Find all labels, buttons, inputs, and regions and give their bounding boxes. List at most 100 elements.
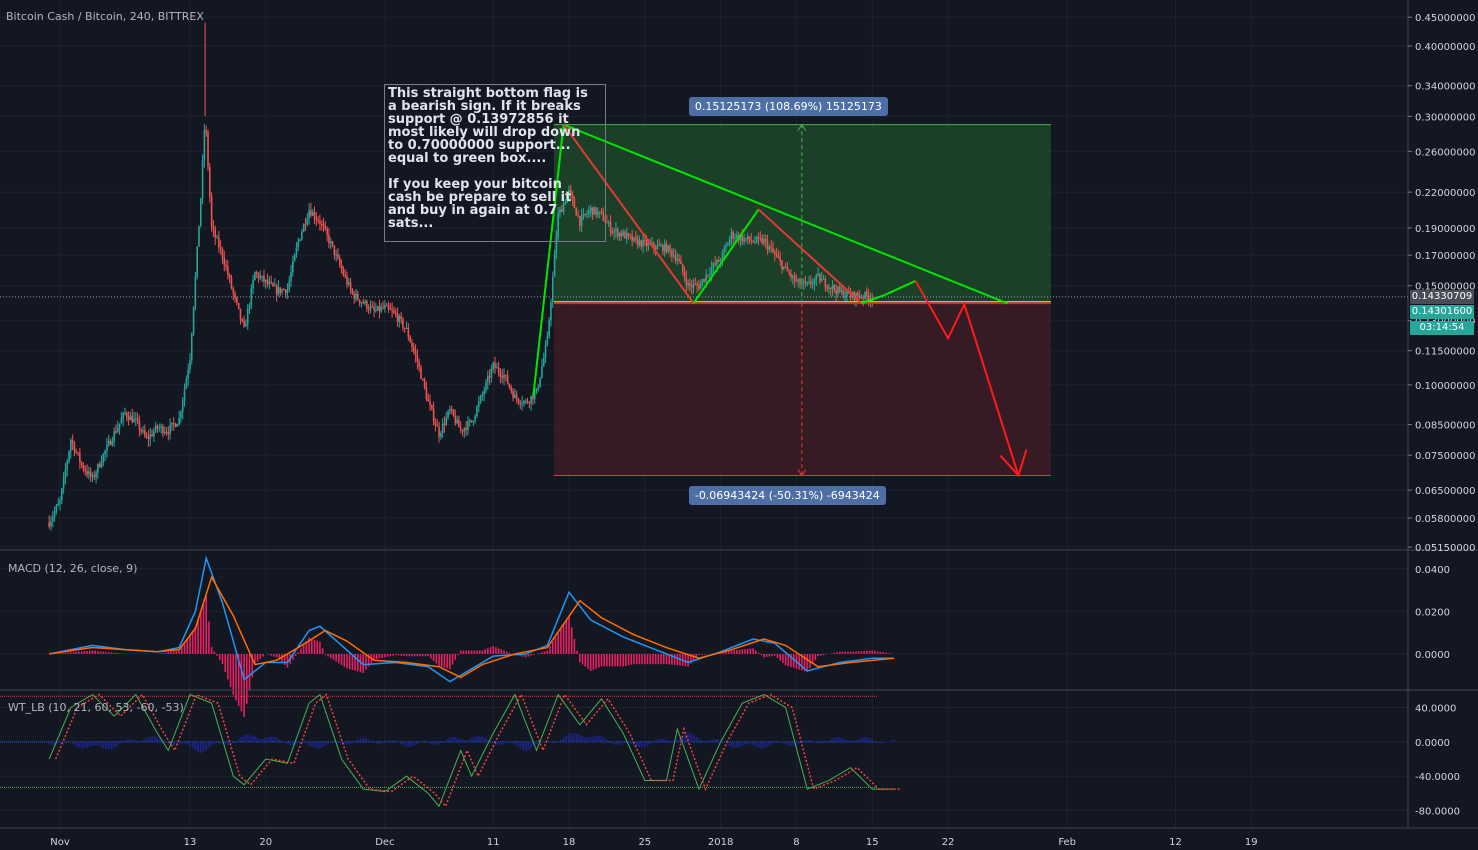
x-tick-label: 15 <box>866 837 879 848</box>
candle-body <box>840 290 843 292</box>
candle-body <box>48 522 50 527</box>
candle-body <box>250 288 253 305</box>
macd-tick-label: 0.0200 <box>1415 607 1450 618</box>
price-candles[interactable] <box>48 22 874 531</box>
annotation-note[interactable]: This straight bottom flag is a bearish s… <box>384 84 606 242</box>
candle-body <box>829 287 832 290</box>
candle-body <box>288 280 291 290</box>
candle-body <box>678 259 680 261</box>
candle-body <box>526 400 529 403</box>
candle-body <box>221 248 224 258</box>
candle-body <box>606 222 608 224</box>
chart-title: Bitcoin Cash / Bitcoin, 240, BITTREX <box>6 10 204 23</box>
candle-body <box>499 372 502 377</box>
candle-body <box>857 293 859 297</box>
candle-body <box>234 293 236 298</box>
candle-body <box>371 306 374 308</box>
candle-body <box>338 258 341 266</box>
candle-body <box>115 431 117 433</box>
candle-body <box>227 266 229 276</box>
candle-body <box>129 415 132 420</box>
candle-body <box>521 403 523 405</box>
candle-body <box>149 434 152 440</box>
candle-body <box>95 472 97 478</box>
candle-body <box>210 196 213 227</box>
candle-body <box>59 500 61 504</box>
y-tick-label: 0.05800000 <box>1415 514 1475 525</box>
candle-body <box>310 210 312 216</box>
candle-body <box>98 463 101 467</box>
candle-body <box>644 239 646 241</box>
candle-body <box>589 207 592 211</box>
candle-body <box>326 228 328 235</box>
candle-body <box>792 275 794 278</box>
candle-body <box>826 287 828 289</box>
candle-body <box>411 342 413 348</box>
candle-body <box>158 427 161 429</box>
candle-body <box>788 271 791 274</box>
candle-body <box>772 247 774 253</box>
candle-body <box>71 440 74 444</box>
candle-body <box>216 237 218 239</box>
candle-body <box>479 396 482 402</box>
candle-body <box>692 283 695 288</box>
candle-body <box>425 387 428 399</box>
candle-body <box>153 431 155 437</box>
candle-body <box>476 406 478 417</box>
candle-body <box>746 236 749 239</box>
candle-body <box>801 283 803 285</box>
candle-body <box>302 224 305 232</box>
candle-body <box>555 237 558 255</box>
candle-body <box>645 240 648 246</box>
candle-body <box>212 226 215 230</box>
candle-body <box>671 250 673 256</box>
candle-body <box>84 469 87 472</box>
candle-body <box>447 411 449 418</box>
candle-body <box>449 408 451 412</box>
candle-body <box>214 229 217 238</box>
candle-body <box>198 225 200 247</box>
candle-body <box>387 305 390 309</box>
candle-body <box>580 215 583 226</box>
candle-body <box>102 454 105 463</box>
y-tick-label: 0.11500000 <box>1415 347 1475 358</box>
candle-body <box>351 289 354 294</box>
candle-body <box>611 232 614 234</box>
candle-body <box>532 396 534 400</box>
flag-upper-trendline <box>563 123 1008 305</box>
candle-body <box>808 281 810 283</box>
candle-body <box>290 272 292 281</box>
candle-body <box>844 296 846 298</box>
candle-body <box>194 276 197 307</box>
candle-body <box>716 259 718 265</box>
candle-body <box>474 416 476 421</box>
candle-body <box>741 235 744 242</box>
candle-body <box>463 428 466 432</box>
candle-body <box>616 229 619 237</box>
candle-body <box>106 444 108 451</box>
y-tick-label: 0.05150000 <box>1415 543 1475 554</box>
target-boxes <box>553 124 1051 477</box>
candle-body <box>68 451 70 462</box>
candle-body <box>180 411 182 418</box>
candle-body <box>748 236 751 241</box>
candle-body <box>236 297 238 303</box>
candle-body <box>709 273 711 276</box>
candle-body <box>239 308 242 320</box>
candle-body <box>225 265 227 267</box>
candle-body <box>402 319 404 328</box>
candle-body <box>304 224 307 226</box>
measure-up-label: 0.15125173 (108.69%) 15125173 <box>688 96 888 116</box>
x-tick-label: 18 <box>563 837 576 848</box>
candle-body <box>264 279 267 282</box>
candle-body <box>508 383 511 388</box>
candle-body <box>107 440 110 445</box>
candle-body <box>602 212 605 221</box>
candle-body <box>259 276 262 279</box>
candle-body <box>360 302 363 304</box>
candle-body <box>721 252 724 262</box>
candle-body <box>658 245 661 247</box>
candle-body <box>629 234 632 236</box>
candle-body <box>802 281 805 284</box>
